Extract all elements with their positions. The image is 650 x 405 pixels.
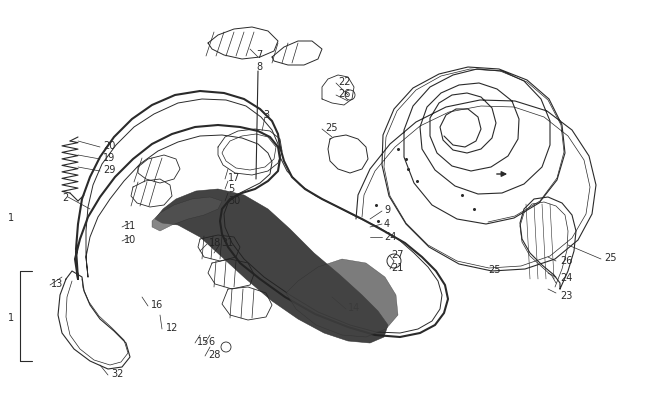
Text: 31: 31 <box>221 237 233 247</box>
Text: 25: 25 <box>325 123 337 133</box>
Text: 13: 13 <box>51 278 63 288</box>
Text: 9: 9 <box>384 205 390 215</box>
Text: 23: 23 <box>560 290 573 300</box>
Text: 29: 29 <box>103 164 116 175</box>
Text: 1: 1 <box>8 213 14 222</box>
Text: 20: 20 <box>103 141 116 151</box>
Text: 6: 6 <box>208 336 214 346</box>
Text: 25: 25 <box>488 264 500 274</box>
Text: 26: 26 <box>560 256 573 265</box>
Text: 16: 16 <box>151 299 163 309</box>
Text: 7: 7 <box>256 50 262 60</box>
Text: 24: 24 <box>560 272 573 282</box>
Text: 30: 30 <box>228 196 240 205</box>
Text: 14: 14 <box>348 302 360 312</box>
Text: 5: 5 <box>228 183 234 194</box>
Text: 25: 25 <box>604 252 616 262</box>
Text: 4: 4 <box>384 218 390 228</box>
Text: 27: 27 <box>391 249 404 259</box>
Polygon shape <box>155 190 388 343</box>
Text: 12: 12 <box>166 322 178 332</box>
Text: 22: 22 <box>338 77 350 87</box>
Text: 28: 28 <box>208 349 220 359</box>
Text: 15: 15 <box>197 336 209 346</box>
Text: 26: 26 <box>338 89 350 99</box>
Polygon shape <box>286 259 398 337</box>
Text: 1: 1 <box>8 312 14 322</box>
Text: 32: 32 <box>111 368 124 378</box>
Text: 11: 11 <box>124 220 136 230</box>
Text: 2: 2 <box>62 192 68 202</box>
Text: 3: 3 <box>263 110 269 120</box>
Text: 24: 24 <box>384 231 396 241</box>
Text: 21: 21 <box>391 262 404 272</box>
Text: 10: 10 <box>124 234 136 244</box>
Text: 17: 17 <box>228 173 240 183</box>
Text: 8: 8 <box>256 62 262 72</box>
Text: 18: 18 <box>209 237 221 247</box>
Polygon shape <box>152 198 222 231</box>
Text: 19: 19 <box>103 153 115 162</box>
